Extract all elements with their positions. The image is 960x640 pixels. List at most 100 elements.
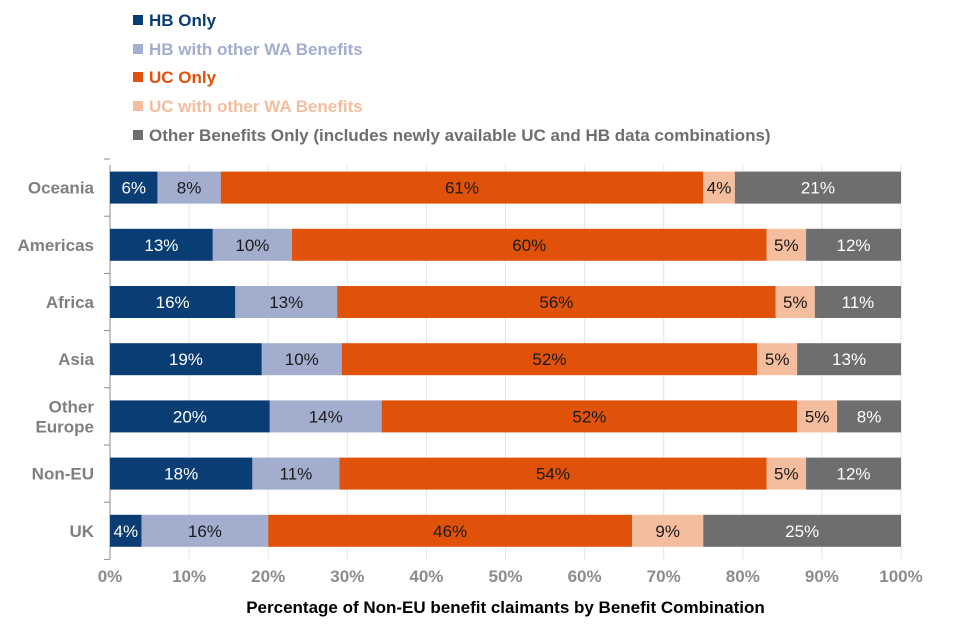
category-label: Africa — [46, 293, 95, 312]
data-label: 13% — [144, 236, 178, 255]
bar-segment — [110, 343, 262, 376]
data-label: 16% — [156, 293, 190, 312]
bar-segment — [291, 228, 767, 261]
x-tick-label: 30% — [330, 567, 364, 586]
x-tick-label: 60% — [568, 567, 602, 586]
category-label: Europe — [35, 417, 94, 436]
bar-segment — [797, 343, 901, 376]
x-tick-label: 70% — [647, 567, 681, 586]
bar-segment — [757, 343, 798, 376]
data-label: 11% — [842, 293, 875, 312]
bar-segment — [766, 457, 807, 490]
data-label: 61% — [445, 179, 479, 198]
bar-segment — [110, 228, 213, 261]
x-tick-label: 20% — [251, 567, 285, 586]
legend-item: UC Only — [133, 68, 216, 88]
data-label: 16% — [188, 522, 222, 541]
bar-segment — [837, 400, 901, 433]
bar-segment — [703, 514, 901, 547]
data-label: 4% — [114, 522, 139, 541]
bar-segment — [110, 457, 253, 490]
bar-segment — [157, 171, 221, 204]
bar-segment — [381, 400, 798, 433]
data-label: 10% — [285, 350, 319, 369]
x-tick-label: 10% — [172, 567, 206, 586]
legend-item: HB Only — [133, 11, 216, 31]
data-label: 5% — [774, 236, 799, 255]
data-label: 19% — [169, 350, 203, 369]
data-label: 6% — [121, 179, 146, 198]
legend-swatch — [133, 129, 143, 140]
category-label: Non-EU — [32, 465, 94, 484]
legend-item: UC with other WA Benefits — [133, 97, 363, 117]
data-label: 9% — [655, 522, 680, 541]
data-label: 10% — [235, 236, 269, 255]
x-tick-label: 90% — [805, 567, 839, 586]
bar-segment — [806, 228, 901, 261]
data-label: 8% — [177, 179, 202, 198]
data-label: 21% — [801, 179, 835, 198]
bar-segment — [814, 286, 901, 318]
data-label: 5% — [774, 465, 799, 484]
x-tick-label: 0% — [98, 567, 123, 586]
data-label: 18% — [164, 465, 198, 484]
bar-segment — [261, 343, 342, 376]
data-label: 11% — [280, 465, 313, 484]
bar-segment — [235, 286, 338, 318]
bar-segment — [341, 343, 758, 376]
category-label: Oceania — [28, 179, 95, 198]
data-label: 13% — [832, 350, 866, 369]
legend-label: UC with other WA Benefits — [149, 97, 363, 117]
data-label: 5% — [765, 350, 790, 369]
bar-segment — [110, 514, 142, 547]
data-label: 60% — [512, 236, 546, 255]
data-label: 13% — [269, 293, 303, 312]
legend-item: Other Benefits Only (includes newly avai… — [133, 126, 771, 146]
bar-segment — [252, 457, 340, 490]
legend-label: HB Only — [149, 11, 217, 30]
category-label: UK — [69, 522, 94, 541]
data-label: 25% — [785, 522, 819, 541]
legend-swatch — [133, 101, 143, 112]
bar-segment — [141, 514, 269, 547]
bar-segment — [734, 171, 901, 204]
bar-segment — [212, 228, 292, 261]
legend-item: HB with other WA Benefits — [133, 40, 363, 60]
data-label: 52% — [572, 407, 606, 426]
bar-segment — [110, 400, 270, 433]
data-label: 52% — [532, 350, 566, 369]
category-label: Asia — [58, 350, 94, 369]
legend-swatch — [133, 72, 143, 83]
x-tick-label: 40% — [409, 567, 443, 586]
category-label: Other — [49, 397, 95, 416]
data-label: 8% — [857, 407, 882, 426]
legend-swatch — [133, 15, 143, 25]
bar-segment — [797, 400, 838, 433]
data-label: 46% — [433, 522, 467, 541]
x-tick-label: 100% — [879, 567, 922, 586]
x-tick-label: 80% — [726, 567, 760, 586]
legend-label: HB with other WA Benefits — [149, 39, 363, 59]
bar-segment — [766, 228, 807, 261]
bar-segment — [110, 171, 158, 204]
bar-segment — [806, 457, 901, 490]
data-label: 12% — [837, 236, 871, 255]
bar-segment — [268, 514, 633, 547]
bar-segment — [775, 286, 815, 318]
data-label: 20% — [173, 407, 207, 426]
legend-swatch — [133, 43, 143, 54]
data-label: 14% — [309, 407, 343, 426]
bar-segment — [632, 514, 704, 547]
data-label: 56% — [539, 293, 573, 312]
bar-segment — [337, 286, 776, 318]
data-label: 5% — [783, 293, 808, 312]
x-tick-label: 50% — [488, 567, 522, 586]
data-label: 4% — [707, 179, 732, 198]
bar-segment — [703, 171, 735, 204]
data-label: 12% — [837, 465, 871, 484]
bar-segment — [110, 286, 236, 318]
bar-segment — [339, 457, 767, 490]
data-label: 5% — [805, 407, 830, 426]
